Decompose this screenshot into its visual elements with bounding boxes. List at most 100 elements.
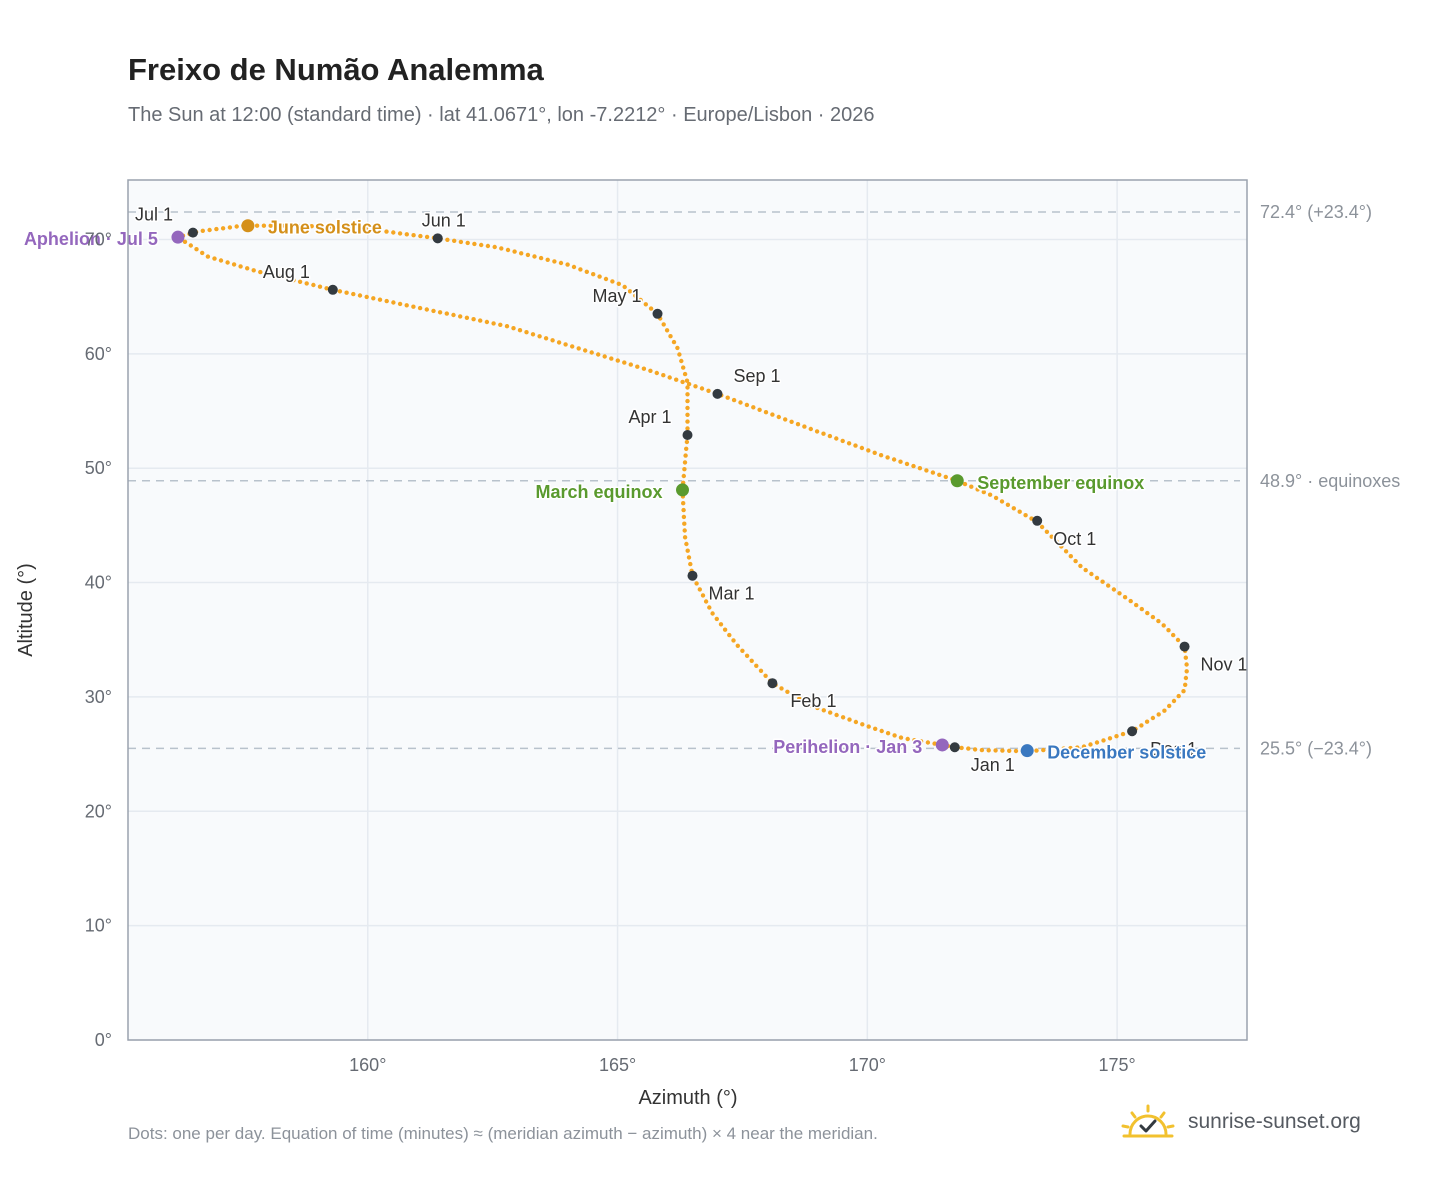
day-dot — [878, 453, 884, 458]
month-marker — [187, 227, 198, 238]
day-dot — [220, 226, 226, 231]
day-dot — [860, 722, 865, 727]
day-dot — [182, 239, 188, 244]
y-tick-label: 0° — [95, 1030, 112, 1050]
day-dot — [682, 460, 688, 465]
day-dot — [357, 293, 363, 298]
day-dot — [404, 303, 409, 308]
day-dot — [1144, 719, 1150, 724]
day-dot — [1089, 571, 1094, 577]
day-dot — [1176, 693, 1181, 699]
day-dot — [686, 381, 692, 387]
brand-logo[interactable]: sunrise-sunset.org — [1120, 1104, 1361, 1140]
day-dot — [484, 319, 490, 325]
day-dot — [571, 264, 577, 270]
day-dot — [337, 289, 343, 294]
day-dot — [371, 296, 376, 301]
day-dot — [278, 274, 283, 280]
day-dot — [524, 330, 529, 335]
day-dot — [458, 314, 463, 319]
event-label: September equinox — [977, 473, 1144, 493]
month-marker — [652, 308, 663, 319]
day-dot — [505, 247, 511, 253]
day-dot — [633, 293, 638, 298]
day-dot — [245, 266, 250, 271]
day-dot — [344, 290, 349, 295]
day-dot — [975, 487, 980, 492]
event-markers: June solstice March equinox September equi… — [22, 216, 1207, 764]
day-dot — [1175, 637, 1181, 643]
day-dot — [834, 712, 839, 718]
month-marker — [1179, 641, 1190, 652]
day-dot — [282, 223, 287, 228]
day-dot — [1005, 502, 1011, 507]
day-dot — [840, 438, 845, 444]
day-dot — [685, 412, 690, 417]
day-dot — [727, 632, 732, 638]
day-dot — [351, 291, 356, 297]
day-dot — [445, 237, 450, 242]
day-dot — [738, 400, 743, 405]
day-dot — [1041, 747, 1046, 753]
day-dot — [853, 443, 858, 448]
day-dot — [828, 710, 833, 715]
day-dot — [685, 385, 690, 390]
day-dot — [615, 358, 620, 363]
day-dot — [664, 328, 670, 333]
day-dot — [309, 224, 314, 229]
day-dot — [873, 726, 878, 731]
month-marker — [327, 284, 338, 295]
day-dot — [685, 426, 690, 431]
day-dot — [1167, 703, 1172, 709]
day-dot — [744, 402, 750, 408]
day-dot — [846, 441, 852, 446]
day-dot — [1011, 506, 1016, 511]
month-marker — [712, 388, 723, 399]
day-dot — [289, 223, 294, 228]
day-dot — [681, 514, 687, 520]
day-dot — [725, 395, 730, 400]
reference-lines: 72.4° (+23.4°) 48.9° · equinoxes 25.5° (−2… — [128, 202, 1400, 758]
day-dot — [943, 474, 948, 480]
day-dot — [1081, 744, 1087, 749]
x-tick-label: 160° — [349, 1055, 386, 1075]
day-dot — [866, 448, 871, 453]
plot-area — [128, 180, 1247, 1040]
day-dot — [384, 229, 389, 234]
day-dot — [214, 226, 219, 232]
day-dot — [227, 225, 233, 230]
day-dot — [304, 281, 309, 286]
day-dot — [740, 648, 745, 653]
day-dot — [898, 459, 903, 464]
day-dot — [797, 696, 802, 701]
day-dot — [722, 627, 728, 632]
month-label: Jun 1 — [422, 210, 466, 230]
day-dot — [758, 668, 764, 673]
day-dot — [731, 638, 736, 643]
reference-line-label: 25.5° (−23.4°) — [1260, 738, 1372, 758]
day-dot — [1161, 623, 1166, 628]
day-dot — [1171, 698, 1177, 704]
day-dot — [834, 436, 839, 441]
day-dot — [677, 352, 682, 357]
day-dot — [815, 705, 820, 711]
day-dot — [602, 354, 607, 359]
day-dot — [999, 499, 1005, 504]
day-dot — [603, 276, 609, 282]
day-dot — [979, 747, 985, 753]
day-dot — [763, 673, 768, 678]
day-dot — [959, 745, 964, 751]
day-dot — [610, 279, 615, 284]
day-dot — [932, 741, 937, 746]
day-dot — [795, 422, 801, 427]
day-dot — [962, 481, 968, 487]
day-dot — [254, 223, 260, 228]
day-dot — [1049, 534, 1054, 539]
day-dot — [686, 555, 692, 560]
day-dot — [556, 340, 562, 345]
day-dot — [638, 297, 643, 303]
day-dot — [350, 226, 355, 231]
day-dot — [261, 223, 267, 228]
day-dot — [297, 279, 303, 284]
x-axis-title: Azimuth (°) — [638, 1087, 737, 1109]
